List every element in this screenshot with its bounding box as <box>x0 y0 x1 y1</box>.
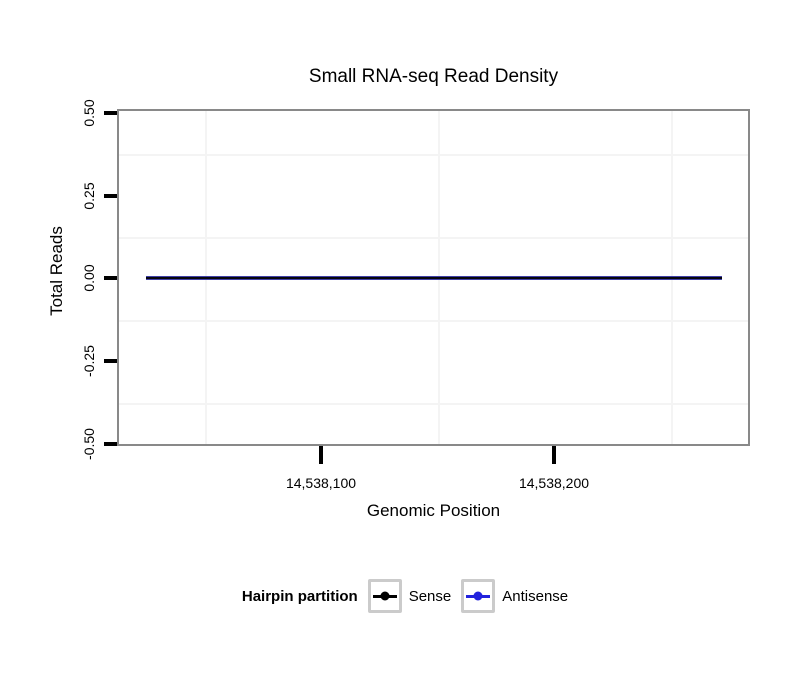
legend-label-sense: Sense <box>408 587 452 605</box>
read-density-line <box>146 276 722 280</box>
y-tick-label: 0.50 <box>81 99 97 127</box>
legend-item-antisense: Antisense <box>461 579 568 613</box>
gridline-minor-horizontal <box>119 320 748 322</box>
sense-key-icon <box>367 579 402 613</box>
legend: Hairpin partition Sense Antisense <box>0 579 810 613</box>
y-tick-mark <box>104 194 118 198</box>
antisense-key-icon <box>461 579 496 613</box>
y-tick-label: 0.25 <box>81 182 97 210</box>
y-tick-mark <box>104 442 118 446</box>
y-tick-label: -0.50 <box>81 428 97 460</box>
y-tick-label: 0.00 <box>81 264 97 292</box>
x-tick-mark <box>552 446 556 464</box>
y-tick-label: -0.25 <box>81 345 97 377</box>
x-tick-mark <box>319 446 323 464</box>
x-tick-label: 14,538,200 <box>518 475 590 491</box>
gridline-minor-horizontal <box>119 154 748 156</box>
y-tick-mark <box>104 111 118 115</box>
plot-panel <box>117 109 750 446</box>
page-title: Small RNA-seq Read Density <box>308 66 559 87</box>
x-axis-title: Genomic Position <box>366 501 501 520</box>
legend-label-antisense: Antisense <box>502 587 569 605</box>
gridline-minor-horizontal <box>119 237 748 239</box>
y-tick-mark <box>104 276 118 280</box>
y-axis-title: Total Reads <box>47 226 66 316</box>
gridline-minor-horizontal <box>119 403 748 405</box>
legend-title: Hairpin partition <box>241 587 358 605</box>
y-tick-mark <box>104 359 118 363</box>
x-tick-label: 14,538,100 <box>285 475 357 491</box>
legend-item-sense: Sense <box>367 579 452 613</box>
